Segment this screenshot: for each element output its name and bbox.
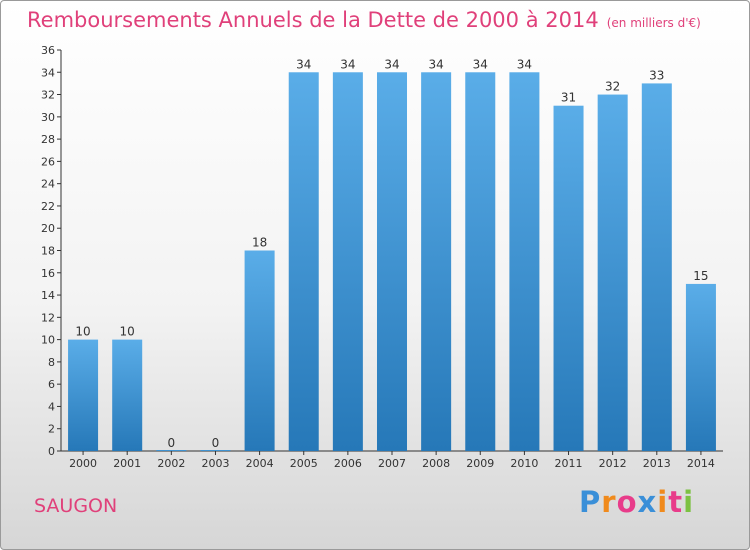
bar-value-label: 10 [75,325,90,339]
bar [597,94,628,452]
y-tick-label: 18 [41,245,55,258]
bar [509,72,540,452]
bar-value-label: 0 [168,436,176,450]
y-tick-label: 4 [48,400,55,413]
bar-value-label: 10 [120,325,135,339]
bar [156,450,187,451]
x-axis: 2000 2001 2002 2003 2004 2005 2006 2007 2008 2009… [61,450,723,470]
bar-value-label: 31 [561,91,576,105]
x-tick-label: 2010 [510,457,538,470]
place-name: SAUGON [34,495,118,517]
x-tick-label: 2000 [69,457,97,470]
y-tick-label: 8 [48,356,55,369]
y-tick-label: 34 [41,66,55,79]
bar-value-label: 34 [384,57,399,71]
chart-title: Remboursements Annuels de la Dette de 20… [27,8,701,32]
y-tick-label: 6 [48,378,55,391]
y-tick-label: 12 [41,311,55,324]
bar-value-label: 34 [296,57,311,71]
x-tick-label: 2008 [422,457,450,470]
x-tick-label: 2005 [290,457,318,470]
x-tick-label: 2014 [687,457,715,470]
y-tick-label: 16 [41,267,55,280]
bar-value-label: 34 [428,57,443,71]
brand-letter: i [657,485,669,519]
chart-unit-note: (en milliers d'€) [606,16,701,30]
y-tick-label: 26 [41,155,55,168]
bar-value-label: 32 [605,80,620,94]
bar [200,450,231,451]
bars [68,72,716,452]
bar [421,72,452,452]
y-tick-label: 0 [48,445,55,458]
y-tick-label: 14 [41,289,55,302]
x-tick-label: 2011 [555,457,583,470]
x-tick-label: 2009 [466,457,494,470]
proxiti-logo: Proxiti [579,485,694,519]
x-tick-label: 2002 [157,457,185,470]
bar [244,250,275,451]
bar-value-labels: 10 10 0 0 18 34 34 34 34 34 34 31 32 33 15 [75,57,708,450]
bar-value-label: 34 [340,57,355,71]
bar-value-label: 33 [649,68,664,82]
y-tick-label: 30 [41,111,55,124]
y-tick-label: 32 [41,89,55,102]
x-tick-label: 2003 [201,457,229,470]
brand-letter: i [683,485,695,519]
y-tick-label: 22 [41,200,55,213]
bar [68,339,99,451]
bar [376,72,408,452]
bar-value-label: 18 [252,236,267,250]
bar [641,83,672,452]
x-tick-label: 2007 [378,457,406,470]
bar [332,72,363,452]
bar-value-label: 34 [473,57,488,71]
bar-value-label: 15 [693,269,708,283]
x-tick-label: 2012 [599,457,627,470]
brand-letter: r [601,485,617,519]
brand-letter: x [637,485,658,519]
bar [465,72,496,452]
y-tick-label: 36 [41,44,55,57]
x-tick-label: 2001 [113,457,141,470]
x-tick-label: 2013 [643,457,671,470]
bar [112,339,143,451]
y-tick-label: 2 [48,423,55,436]
brand-letter: P [579,485,602,519]
bar-value-label: 0 [212,436,220,450]
y-tick-label: 20 [41,222,55,235]
brand-letter: t [668,485,684,519]
y-tick-label: 24 [41,178,55,191]
y-tick-label: 28 [41,133,55,146]
x-tick-label: 2006 [334,457,362,470]
x-tick-label: 2004 [246,457,274,470]
bar [685,283,716,451]
brand-letter: o [616,485,638,519]
bar [288,72,319,452]
bar [553,105,584,451]
chart-title-text: Remboursements Annuels de la Dette de 20… [27,8,599,32]
bar-value-label: 34 [517,57,532,71]
y-tick-label: 10 [41,334,55,347]
